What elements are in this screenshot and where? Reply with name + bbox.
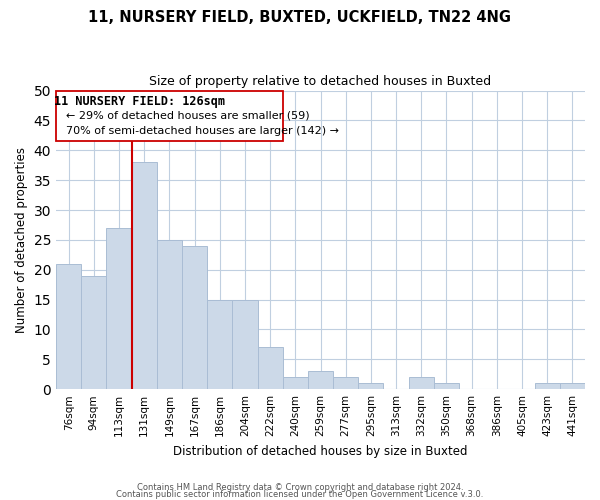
Y-axis label: Number of detached properties: Number of detached properties [15, 147, 28, 333]
X-axis label: Distribution of detached houses by size in Buxted: Distribution of detached houses by size … [173, 444, 468, 458]
Bar [182, 246, 207, 389]
Text: ← 29% of detached houses are smaller (59): ← 29% of detached houses are smaller (59… [66, 110, 310, 120]
Bar [333, 377, 358, 389]
Bar [257, 348, 283, 389]
Bar [308, 372, 333, 389]
Text: Contains public sector information licensed under the Open Government Licence v.: Contains public sector information licen… [116, 490, 484, 499]
Bar [358, 383, 383, 389]
Text: Contains HM Land Registry data © Crown copyright and database right 2024.: Contains HM Land Registry data © Crown c… [137, 484, 463, 492]
Text: 11 NURSERY FIELD: 126sqm: 11 NURSERY FIELD: 126sqm [53, 95, 224, 108]
Bar [283, 377, 308, 389]
Bar [409, 377, 434, 389]
Bar [207, 300, 232, 389]
Bar [81, 276, 106, 389]
Bar [157, 240, 182, 389]
Bar [106, 228, 131, 389]
Bar [434, 383, 459, 389]
Bar [131, 162, 157, 389]
Bar [56, 264, 81, 389]
Bar [56, 90, 283, 142]
Bar [535, 383, 560, 389]
Bar [560, 383, 585, 389]
Bar [232, 300, 257, 389]
Title: Size of property relative to detached houses in Buxted: Size of property relative to detached ho… [149, 75, 491, 88]
Text: 70% of semi-detached houses are larger (142) →: 70% of semi-detached houses are larger (… [66, 126, 339, 136]
Text: 11, NURSERY FIELD, BUXTED, UCKFIELD, TN22 4NG: 11, NURSERY FIELD, BUXTED, UCKFIELD, TN2… [89, 10, 511, 25]
